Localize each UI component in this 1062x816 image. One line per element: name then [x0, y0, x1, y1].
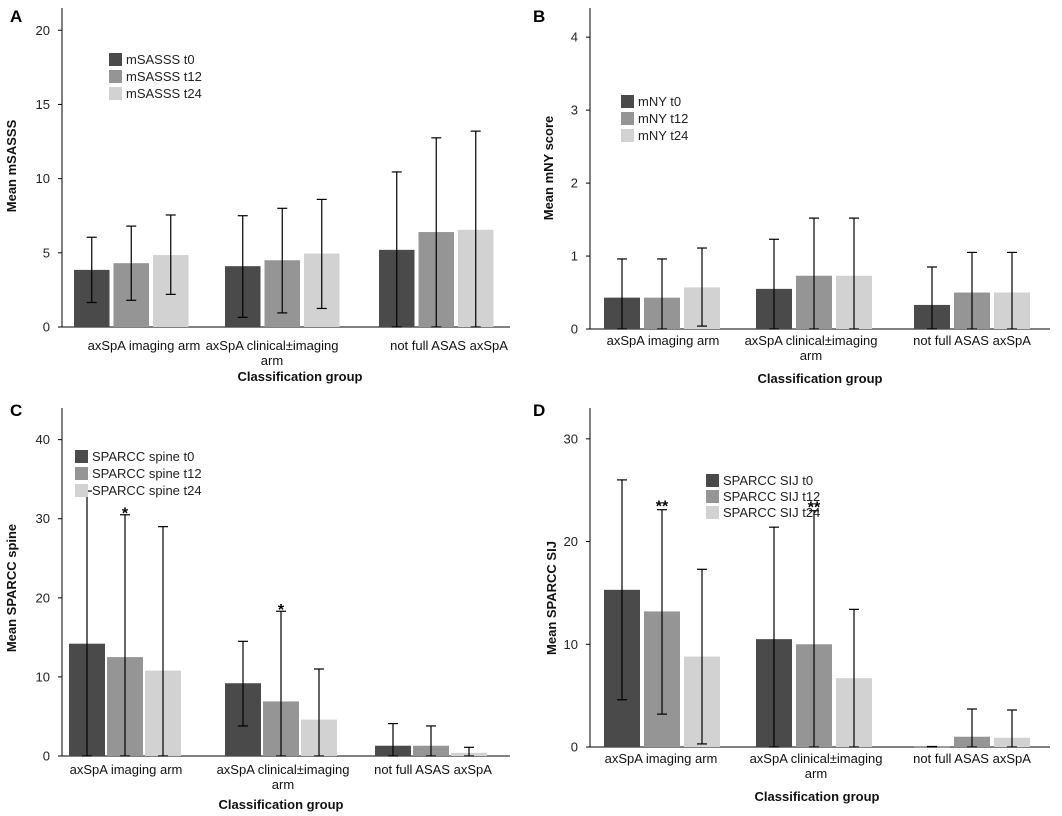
significance-marker-d: ** — [656, 498, 669, 515]
panel-d: D 0 10 20 30 axSpA imaging arm axSpA clinical±… — [533, 401, 1050, 804]
legend-label-c: SPARCC spine t12 — [92, 466, 202, 481]
x-axis-title-d: Classification group — [755, 789, 880, 804]
x-axis-title-a: Classification group — [238, 369, 363, 384]
significance-marker-c: * — [278, 602, 285, 619]
y-tick-label-b: 3 — [571, 103, 578, 118]
y-tick-label-d: 30 — [564, 431, 578, 446]
legend-swatch-d — [706, 506, 719, 519]
y-tick-label-c: 20 — [36, 590, 50, 605]
legend-swatch-c — [75, 484, 88, 497]
category-label-a: axSpA imaging arm — [88, 338, 201, 353]
legend-swatch-d — [706, 474, 719, 487]
legend-label-b: mNY t24 — [638, 128, 688, 143]
legend-label-b: mNY t0 — [638, 94, 681, 109]
legend-a: mSASSS t0 mSASSS t12 mSASSS t24 — [109, 52, 202, 101]
y-tick-label-b: 1 — [571, 249, 578, 264]
y-tick-label-b: 4 — [571, 30, 578, 45]
legend-swatch-a — [109, 87, 122, 100]
category-label-a: not full ASAS axSpA — [390, 338, 508, 353]
y-tick-label-a: 10 — [36, 171, 50, 186]
legend-swatch-a — [109, 53, 122, 66]
panel-b: B 0 1 2 3 4 axSpA imaging arm axSpA clinical±im… — [533, 7, 1050, 386]
legend-swatch-d — [706, 490, 719, 503]
legend-label-d: SPARCC SIJ t0 — [723, 473, 813, 488]
legend-label-d: SPARCC SIJ t24 — [723, 505, 820, 520]
legend-swatch-a — [109, 70, 122, 83]
legend-swatch-b — [621, 129, 634, 142]
category-label-d: axSpA clinical±imaging arm — [750, 751, 883, 781]
significance-marker-c: * — [122, 505, 129, 522]
panel-letter-d: D — [533, 401, 545, 420]
legend-label-a: mSASSS t12 — [126, 69, 202, 84]
category-label-c: axSpA imaging arm — [70, 762, 183, 777]
x-axis-title-b: Classification group — [758, 371, 883, 386]
panel-c: C 0 10 20 30 40 axSpA imaging arm axSpA clinica… — [4, 401, 510, 812]
category-label-b: not full ASAS axSpA — [913, 333, 1031, 348]
y-tick-label-d: 0 — [571, 740, 578, 755]
category-label-c: not full ASAS axSpA — [374, 762, 492, 777]
legend-swatch-b — [621, 112, 634, 125]
legend-label-b: mNY t12 — [638, 111, 688, 126]
y-tick-label-d: 20 — [564, 534, 578, 549]
y-tick-label-b: 2 — [571, 176, 578, 191]
panel-letter-a: A — [10, 7, 22, 26]
panel-letter-c: C — [10, 401, 22, 420]
y-axis-title-c: Mean SPARCC spine — [4, 524, 19, 652]
y-tick-label-c: 0 — [43, 749, 50, 764]
panel-a: A 0 5 10 15 20 axSpA imaging arm axSpA clinical… — [4, 7, 510, 384]
y-axis-title-d: Mean SPARCC SIJ — [544, 541, 559, 655]
x-axis-title-c: Classification group — [219, 797, 344, 812]
category-label-a: axSpA clinical±imaging arm — [206, 338, 339, 368]
category-label-d: axSpA imaging arm — [605, 751, 718, 766]
y-tick-label-a: 20 — [36, 23, 50, 38]
y-tick-label-c: 40 — [36, 432, 50, 447]
y-tick-label-c: 30 — [36, 511, 50, 526]
legend-label-c: SPARCC spine t24 — [92, 483, 202, 498]
y-tick-label-a: 15 — [36, 97, 50, 112]
y-axis-title-a: Mean mSASSS — [4, 119, 19, 212]
legend-b: mNY t0 mNY t12 mNY t24 — [621, 94, 688, 143]
category-label-c: axSpA clinical±imaging arm — [217, 762, 350, 792]
category-label-b: axSpA clinical±imaging arm — [745, 333, 878, 363]
legend-label-a: mSASSS t24 — [126, 86, 202, 101]
legend-swatch-c — [75, 450, 88, 463]
y-tick-label-c: 10 — [36, 669, 50, 684]
legend-swatch-b — [621, 95, 634, 108]
y-tick-label-a: 5 — [43, 245, 50, 260]
legend-label-a: mSASSS t0 — [126, 52, 195, 67]
y-tick-label-d: 10 — [564, 637, 578, 652]
legend-label-d: SPARCC SIJ t12 — [723, 489, 820, 504]
significance-marker-d: ** — [808, 500, 821, 517]
legend-swatch-c — [75, 467, 88, 480]
category-label-d: not full ASAS axSpA — [913, 751, 1031, 766]
legend-c: SPARCC spine t0 SPARCC spine t12 SPARCC sp… — [75, 449, 202, 498]
y-tick-label-a: 0 — [43, 320, 50, 335]
panel-letter-b: B — [533, 7, 545, 26]
y-tick-label-b: 0 — [571, 322, 578, 337]
legend-label-c: SPARCC spine t0 — [92, 449, 194, 464]
y-axis-title-b: Mean mNY score — [541, 116, 556, 221]
category-label-b: axSpA imaging arm — [607, 333, 720, 348]
